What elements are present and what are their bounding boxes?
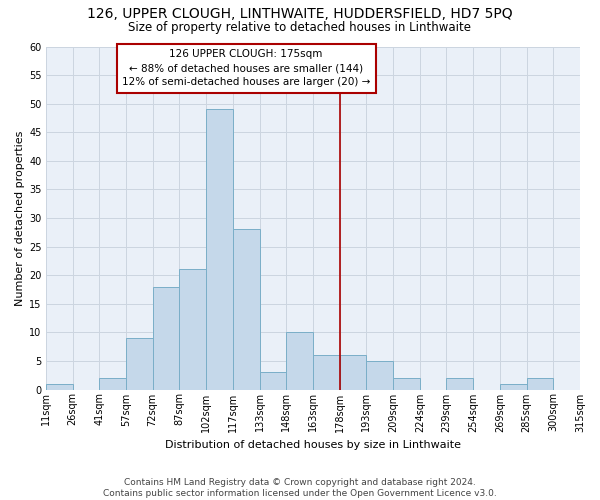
- Text: Size of property relative to detached houses in Linthwaite: Size of property relative to detached ho…: [128, 21, 472, 34]
- Bar: [446, 378, 473, 390]
- Bar: [206, 110, 233, 390]
- Bar: [527, 378, 553, 390]
- Bar: [233, 230, 260, 390]
- Text: 126 UPPER CLOUGH: 175sqm
← 88% of detached houses are smaller (144)
12% of semi-: 126 UPPER CLOUGH: 175sqm ← 88% of detach…: [122, 50, 370, 88]
- Bar: [393, 378, 420, 390]
- Bar: [367, 361, 393, 390]
- Text: 126, UPPER CLOUGH, LINTHWAITE, HUDDERSFIELD, HD7 5PQ: 126, UPPER CLOUGH, LINTHWAITE, HUDDERSFI…: [87, 8, 513, 22]
- Bar: [500, 384, 527, 390]
- Y-axis label: Number of detached properties: Number of detached properties: [15, 130, 25, 306]
- Bar: [260, 372, 286, 390]
- Bar: [152, 286, 179, 390]
- Bar: [99, 378, 126, 390]
- Text: Contains HM Land Registry data © Crown copyright and database right 2024.
Contai: Contains HM Land Registry data © Crown c…: [103, 478, 497, 498]
- Bar: [126, 338, 152, 390]
- Bar: [46, 384, 73, 390]
- Bar: [286, 332, 313, 390]
- Bar: [313, 355, 340, 390]
- X-axis label: Distribution of detached houses by size in Linthwaite: Distribution of detached houses by size …: [165, 440, 461, 450]
- Bar: [340, 355, 367, 390]
- Bar: [179, 270, 206, 390]
